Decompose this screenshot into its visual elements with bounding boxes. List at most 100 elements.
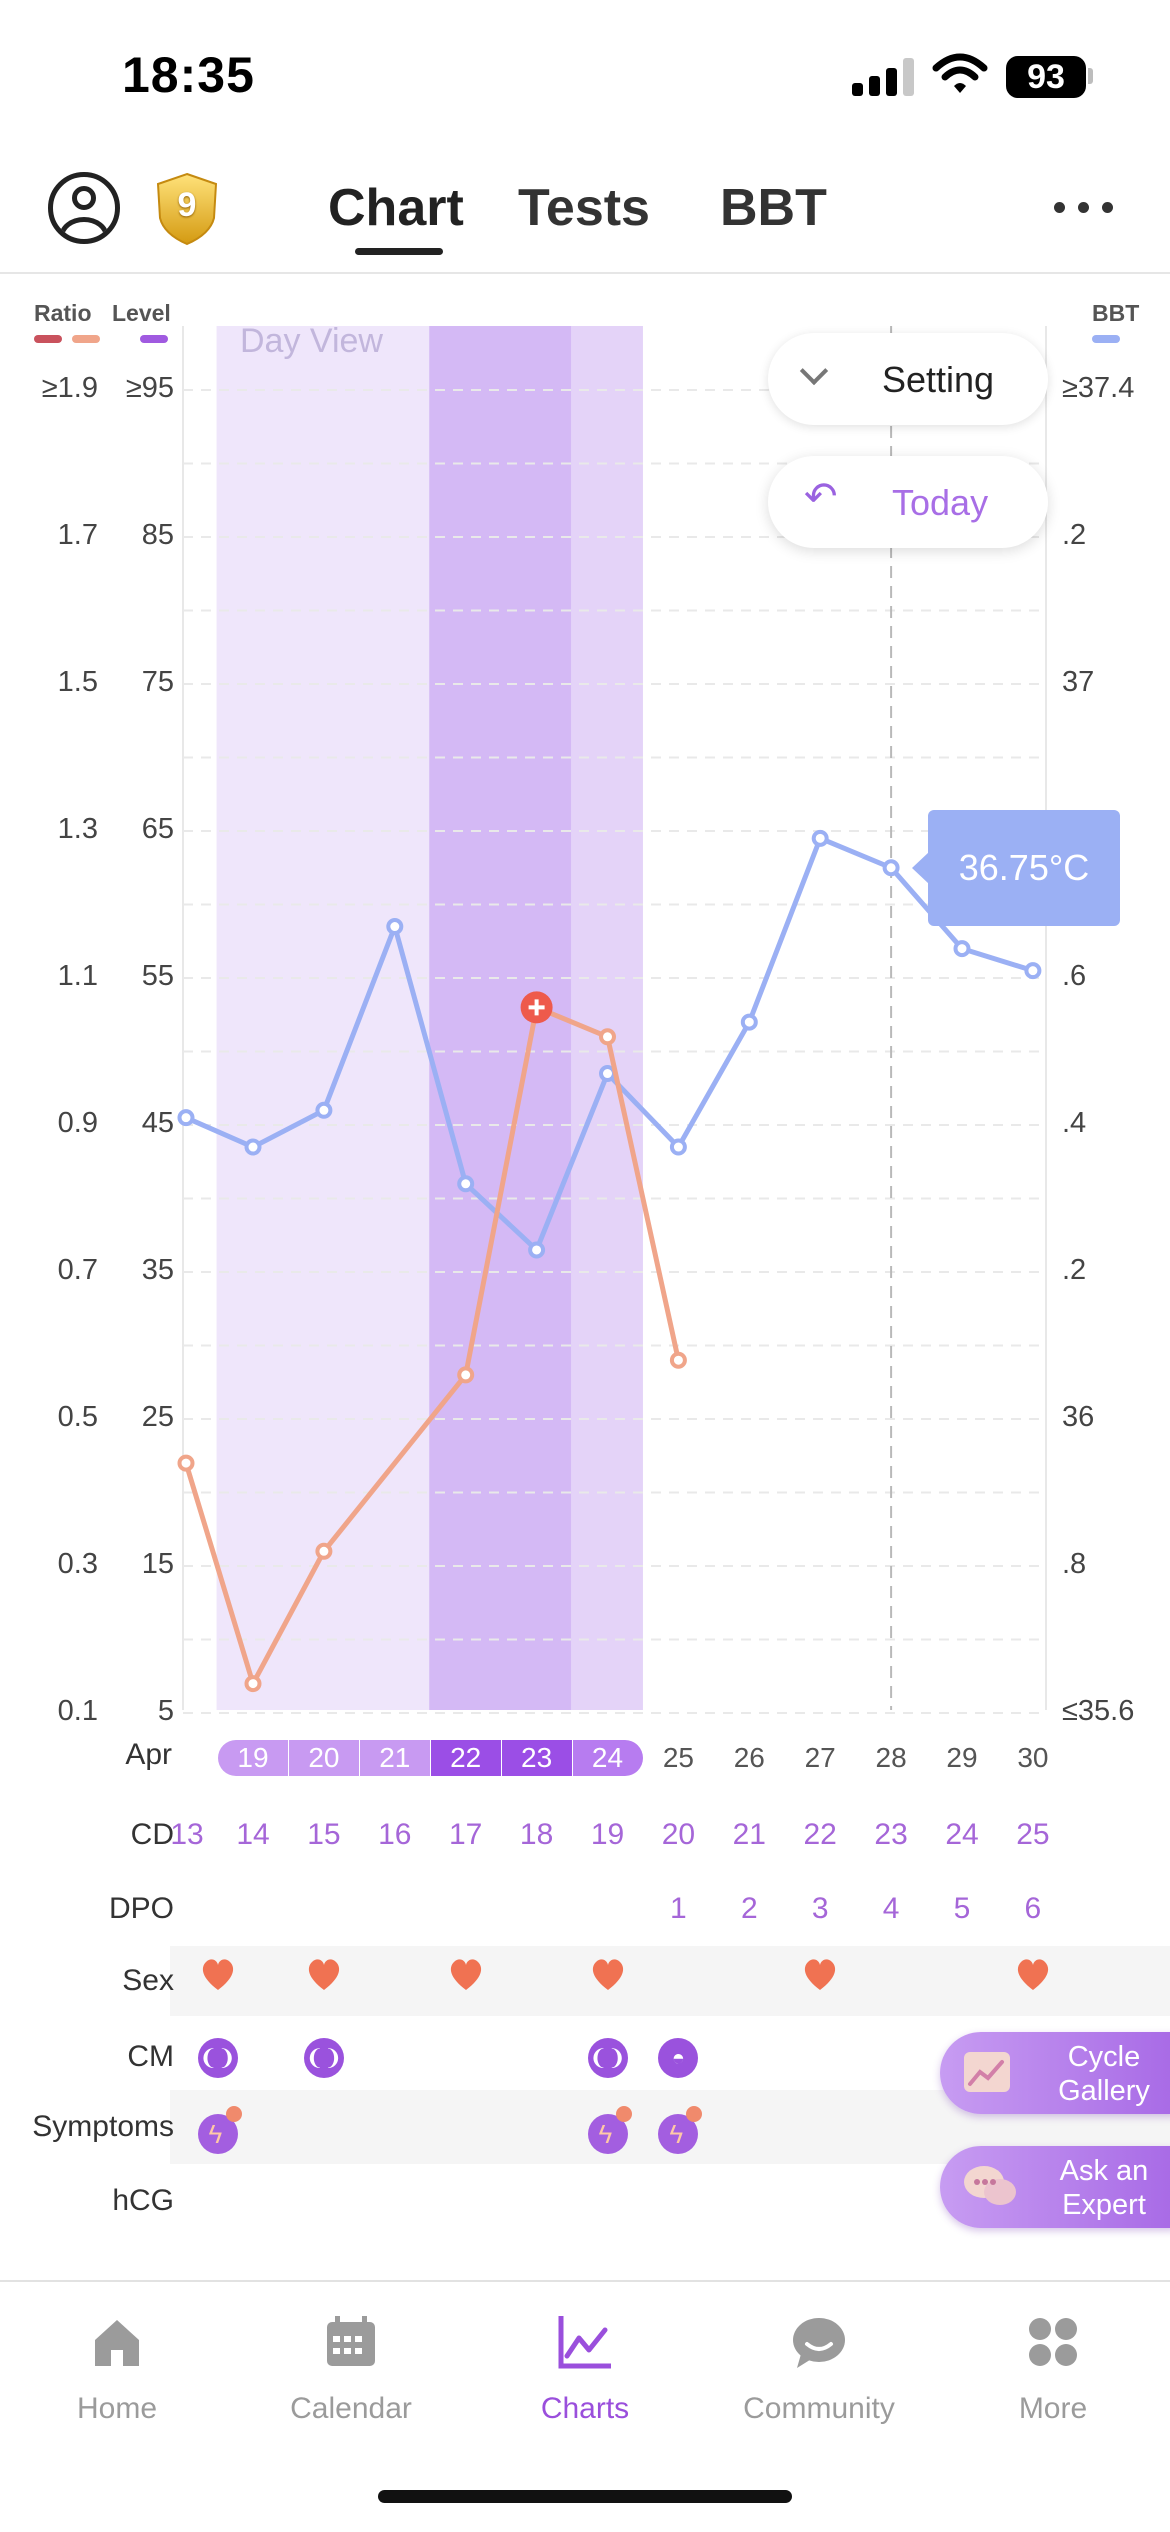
tab-chart[interactable]: Chart [328, 179, 464, 237]
symptom-icon[interactable]: ϟ [197, 2106, 242, 2154]
bbt-data-point [177, 1109, 195, 1127]
ask-expert-button[interactable]: Ask an Expert [940, 2146, 1170, 2228]
left1-tick: 1.7 [57, 519, 98, 551]
sex-label: Sex [122, 1964, 174, 1997]
bbt-data-point [740, 1013, 758, 1031]
level-badge[interactable]: 9 [152, 172, 222, 246]
ask-expert-label: Ask an Expert [1059, 2155, 1149, 2221]
left2-tick: 45 [141, 1107, 174, 1139]
setting-button[interactable]: Setting [768, 333, 1048, 425]
nav-community[interactable]: Community [702, 2282, 936, 2452]
heart-icon[interactable] [1013, 1954, 1053, 1994]
today-button[interactable]: ↶ Today [768, 456, 1048, 548]
status-time: 18:35 [122, 47, 255, 103]
right-tick: .4 [1062, 1107, 1087, 1139]
cycle-gallery-label: Cycle Gallery [1058, 2041, 1150, 2107]
cm-label: CM [127, 2040, 174, 2073]
symptom-icon[interactable]: ϟ [658, 2106, 703, 2154]
symptom-icon[interactable]: ϟ [587, 2106, 632, 2154]
heart-icon[interactable] [800, 1954, 840, 1994]
date-cell[interactable]: 30 [1017, 1742, 1049, 1773]
shield-badge-icon [156, 172, 218, 246]
battery-tip [1088, 68, 1093, 84]
dpo-value: 2 [740, 1892, 758, 1925]
right-tick: 37 [1062, 666, 1095, 698]
tab-bbt[interactable]: BBT [720, 179, 827, 237]
more-options-icon[interactable] [1054, 202, 1114, 214]
bbt-tooltip: 36.75°C [928, 810, 1120, 926]
undo-arrow-icon: ↶ [804, 475, 838, 519]
month-label: Apr [125, 1738, 172, 1771]
line-chart-icon [558, 2316, 611, 2369]
cd-value: 16 [378, 1818, 412, 1851]
badge-level: 9 [177, 186, 197, 224]
home-icon [95, 2320, 139, 2366]
date-cell[interactable]: 21 [359, 1740, 430, 1776]
date-cell[interactable]: 22 [430, 1740, 501, 1776]
cervical-mucus-icon[interactable]: ❨❩ [303, 2038, 344, 2078]
bbt-axis-title: BBT [1092, 300, 1140, 326]
cervical-mucus-icon[interactable]: ❨❩ [197, 2038, 238, 2078]
nav-charts[interactable]: Charts [468, 2282, 702, 2452]
date-cell[interactable]: 28 [875, 1742, 907, 1773]
right-tick: ≤35.6 [1062, 1695, 1135, 1727]
level-legend-swatch [140, 335, 168, 343]
date-cell[interactable]: 25 [662, 1742, 694, 1773]
top-header: 9 Chart Tests BBT [0, 150, 1170, 274]
cervical-mucus-icon[interactable]: ◓ [658, 2038, 699, 2078]
date-cell[interactable]: 24 [572, 1740, 643, 1776]
nav-calendar-label: Calendar [290, 2392, 412, 2425]
level-axis-title: Level [112, 300, 171, 326]
heart-icon[interactable] [588, 1954, 628, 1994]
tooltip-pointer [912, 852, 929, 884]
right-tick: .8 [1062, 1548, 1087, 1580]
level-data-point [599, 1028, 616, 1046]
bbt-data-point [244, 1138, 262, 1156]
active-tab-indicator [355, 248, 443, 255]
cycle-gallery-button[interactable]: Cycle Gallery [940, 2032, 1170, 2114]
cd-value: 18 [519, 1818, 554, 1851]
bbt-data-point [669, 1138, 687, 1156]
dpo-value: 6 [1024, 1892, 1042, 1925]
chat-bubble-icon [793, 2318, 845, 2368]
today-label: Today [892, 482, 989, 523]
nav-calendar[interactable]: Calendar [234, 2282, 468, 2452]
date-cell[interactable]: 27 [804, 1742, 836, 1773]
heart-icon[interactable] [304, 1954, 344, 1994]
left2-tick: 55 [141, 960, 174, 992]
dpo-value: 5 [953, 1892, 971, 1925]
left2-tick: 75 [141, 666, 174, 698]
date-cell[interactable]: 19 [218, 1740, 288, 1776]
left1-tick: 0.9 [57, 1107, 98, 1139]
cd-first-value: 13 [170, 1818, 204, 1851]
cd-value: 20 [661, 1818, 696, 1851]
nav-more[interactable]: More [936, 2282, 1170, 2452]
cd-value: 17 [449, 1818, 483, 1851]
bbt-data-point [1024, 962, 1042, 980]
left1-tick: 1.1 [57, 960, 98, 992]
home-indicator [378, 2490, 792, 2503]
hormone-bbt-chart[interactable] [0, 276, 1170, 1756]
left2-tick: 15 [141, 1548, 174, 1580]
cervical-mucus-icon[interactable]: ❨❩ [587, 2038, 628, 2078]
left1-tick: 0.3 [57, 1548, 98, 1580]
bbt-data-point [953, 940, 971, 958]
cd-value: 22 [803, 1818, 837, 1851]
day-view-label: Day View [240, 322, 383, 360]
heart-icon[interactable] [198, 1954, 238, 1994]
left1-tick: 0.5 [57, 1401, 98, 1433]
date-cell[interactable]: 23 [501, 1740, 572, 1776]
date-cell[interactable]: 29 [946, 1742, 978, 1773]
heart-icon[interactable] [446, 1954, 486, 1994]
symptoms-label: Symptoms [32, 2110, 174, 2143]
tab-tests[interactable]: Tests [518, 179, 650, 237]
left1-tick: 1.5 [57, 666, 98, 698]
nav-home[interactable]: Home [0, 2282, 234, 2452]
date-cell[interactable]: 20 [288, 1740, 359, 1776]
cellular-signal-icon [852, 58, 916, 96]
cd-label: CD [130, 1818, 174, 1851]
profile-icon[interactable] [48, 172, 120, 244]
date-cell[interactable]: 26 [733, 1742, 765, 1773]
right-tick: 36 [1062, 1401, 1095, 1433]
wifi-icon [932, 53, 988, 93]
